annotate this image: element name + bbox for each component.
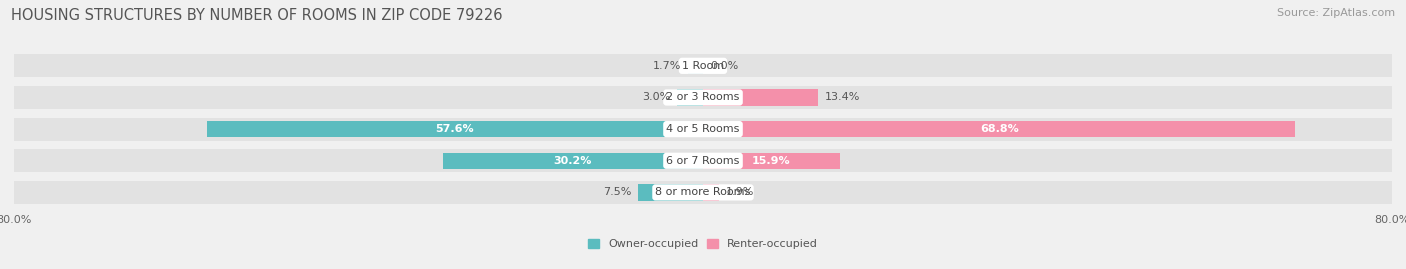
Text: 30.2%: 30.2% — [554, 156, 592, 166]
Text: 1.7%: 1.7% — [654, 61, 682, 71]
Bar — [689, 58, 703, 74]
Bar — [14, 86, 1392, 109]
Text: HOUSING STRUCTURES BY NUMBER OF ROOMS IN ZIP CODE 79226: HOUSING STRUCTURES BY NUMBER OF ROOMS IN… — [11, 8, 503, 23]
Text: 13.4%: 13.4% — [825, 93, 860, 102]
Text: 7.5%: 7.5% — [603, 187, 631, 197]
Text: 3.0%: 3.0% — [643, 93, 671, 102]
Text: 2 or 3 Rooms: 2 or 3 Rooms — [666, 93, 740, 102]
Bar — [207, 121, 703, 137]
Text: 6 or 7 Rooms: 6 or 7 Rooms — [666, 156, 740, 166]
Bar — [678, 89, 703, 106]
Text: 1.9%: 1.9% — [727, 187, 755, 197]
Bar — [14, 181, 1392, 204]
Bar — [14, 54, 1392, 77]
Text: 0.0%: 0.0% — [710, 61, 738, 71]
Bar — [703, 153, 839, 169]
Bar — [703, 121, 1295, 137]
Legend: Owner-occupied, Renter-occupied: Owner-occupied, Renter-occupied — [588, 239, 818, 249]
Text: Source: ZipAtlas.com: Source: ZipAtlas.com — [1277, 8, 1395, 18]
Text: 15.9%: 15.9% — [752, 156, 790, 166]
Text: 8 or more Rooms: 8 or more Rooms — [655, 187, 751, 197]
Text: 57.6%: 57.6% — [436, 124, 474, 134]
Text: 1 Room: 1 Room — [682, 61, 724, 71]
Bar — [14, 118, 1392, 140]
Text: 4 or 5 Rooms: 4 or 5 Rooms — [666, 124, 740, 134]
Text: 68.8%: 68.8% — [980, 124, 1018, 134]
Bar — [638, 184, 703, 201]
Bar — [703, 184, 720, 201]
Bar — [443, 153, 703, 169]
Bar — [703, 89, 818, 106]
Bar — [14, 149, 1392, 172]
